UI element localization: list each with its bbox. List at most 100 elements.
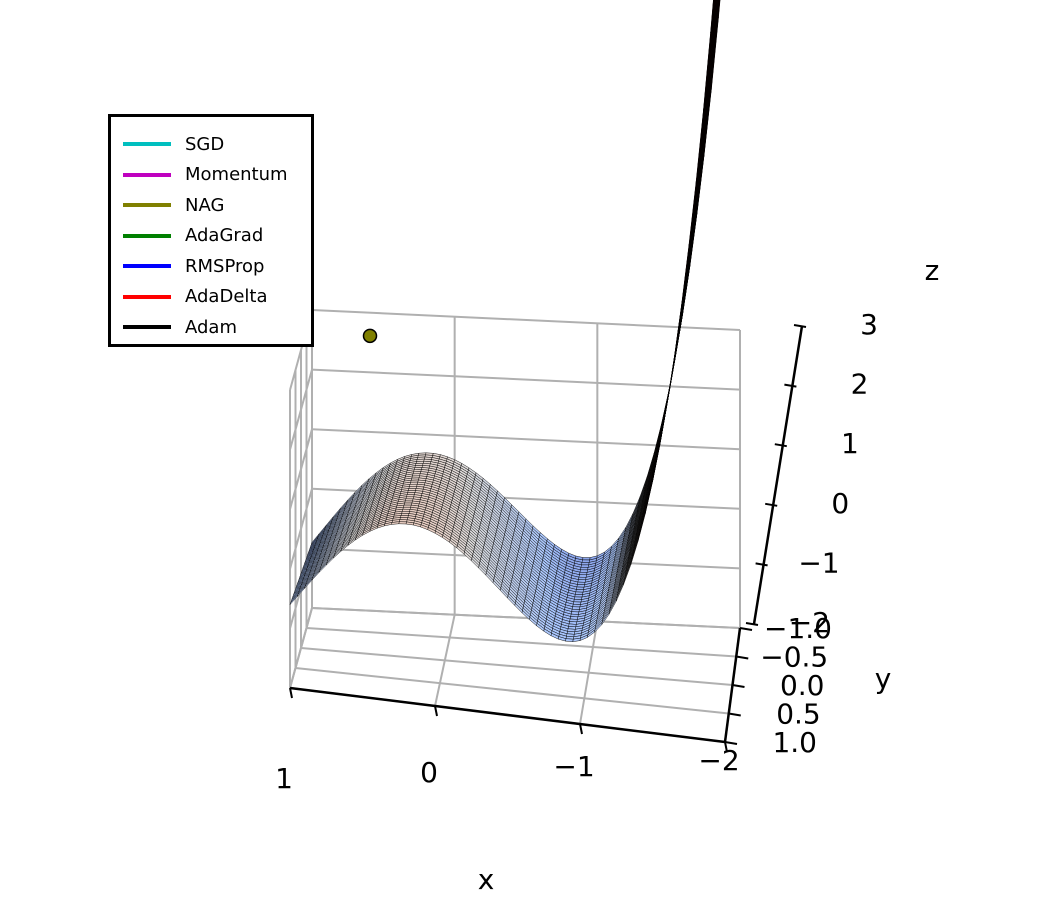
- x-tick: [289, 687, 293, 699]
- z-axis-line: [752, 325, 804, 625]
- z-axis-label: z: [925, 254, 940, 287]
- surface-facet: [403, 502, 413, 506]
- legend-item: Momentum: [123, 160, 311, 191]
- y-tick: [728, 712, 741, 717]
- tick-marks: [289, 324, 807, 753]
- surface-mesh: [289, 0, 721, 642]
- x-tick-label: 1: [275, 762, 293, 795]
- z-tick: [745, 622, 759, 626]
- grid-line: [311, 368, 741, 391]
- surface-facet: [409, 481, 419, 485]
- z-tick-label: 2: [851, 368, 869, 401]
- y-tick-label: 0.5: [776, 698, 821, 731]
- legend-item: NAG: [123, 190, 311, 221]
- legend-item: RMSProp: [123, 251, 311, 282]
- surface-facet: [400, 513, 410, 516]
- surface-facet: [565, 638, 574, 642]
- surface-facet: [580, 567, 589, 571]
- z-tick: [765, 502, 778, 507]
- grid-line: [289, 488, 313, 570]
- z-tick-label: 0: [831, 487, 849, 520]
- z-tick: [793, 324, 807, 328]
- surface-facet: [576, 584, 585, 588]
- surface-facet: [578, 574, 587, 578]
- z-tick: [784, 383, 797, 388]
- surface-facet: [409, 483, 418, 487]
- legend-swatch: [123, 325, 171, 330]
- surface-facet: [401, 511, 410, 514]
- surface-facet: [579, 571, 588, 576]
- y-tick-label: −1.0: [764, 612, 832, 645]
- surface-facet: [403, 504, 412, 508]
- x-tick-label: −1: [553, 750, 594, 783]
- grid-line: [311, 309, 741, 331]
- legend-label: AdaGrad: [185, 225, 264, 247]
- z-tick-label: −1: [798, 546, 839, 579]
- legend-label: Momentum: [185, 164, 288, 186]
- legend-swatch: [123, 294, 171, 299]
- legend: SGD Momentum NAG AdaGrad RMSProp AdaDelta Adam: [108, 114, 314, 347]
- x-axis-line: [289, 686, 726, 744]
- surface-facet: [408, 486, 417, 489]
- x-axis-label: x: [478, 863, 495, 896]
- grid-line: [295, 667, 729, 715]
- surface-facet: [398, 521, 407, 525]
- surface-facet: [582, 557, 591, 561]
- legend-swatch: [123, 233, 171, 238]
- grid-line: [289, 428, 313, 510]
- legend-item: AdaDelta: [123, 282, 311, 313]
- z-tick: [774, 443, 787, 448]
- legend-label: SGD: [185, 133, 225, 155]
- legend-item: SGD: [123, 129, 311, 160]
- legend-swatch: [123, 264, 171, 269]
- surface-facet: [405, 498, 414, 502]
- legend-item: AdaGrad: [123, 221, 311, 252]
- surface-facet: [405, 496, 414, 500]
- y-axis-label: y: [875, 662, 892, 695]
- grid-line: [306, 627, 737, 658]
- surface-facet: [576, 586, 585, 590]
- y-tick: [732, 684, 745, 688]
- surface-facet: [402, 506, 411, 510]
- legend-label: AdaDelta: [185, 286, 268, 308]
- legend-label: Adam: [185, 316, 237, 338]
- x-tick: [434, 705, 438, 717]
- grid-line: [289, 369, 313, 450]
- y-tick-label: 1.0: [772, 726, 817, 759]
- legend-swatch: [123, 172, 171, 177]
- surface-facet: [407, 488, 417, 491]
- z-tick-label: 1: [841, 427, 859, 460]
- pane-floor: [290, 608, 740, 742]
- surface-facet: [406, 494, 415, 498]
- legend-label: RMSProp: [185, 255, 265, 277]
- surface-facet: [574, 594, 583, 598]
- grid-line: [311, 607, 741, 629]
- x-tick: [579, 723, 583, 735]
- legend-item: Adam: [123, 312, 311, 343]
- surface-facet: [581, 559, 590, 563]
- legend-swatch: [123, 142, 171, 147]
- y-tick-label: 0.0: [780, 669, 825, 702]
- surface-facet: [577, 579, 586, 583]
- y-tick: [724, 741, 738, 745]
- surface-facet: [402, 508, 411, 512]
- optimizer-start-marker: [362, 328, 378, 344]
- grid-line: [289, 607, 313, 689]
- surface-facet: [581, 562, 590, 566]
- surface-facet: [404, 500, 413, 504]
- x-tick-label: 0: [420, 756, 438, 789]
- grid-line: [300, 647, 733, 686]
- surface-facet: [407, 490, 416, 493]
- surface-facet: [580, 564, 589, 568]
- y-tick-label: −0.5: [760, 641, 828, 674]
- surface-facet: [410, 479, 419, 483]
- legend-swatch: [123, 203, 171, 208]
- grid-line: [311, 428, 741, 451]
- surface-facet: [575, 591, 584, 595]
- x-tick: [724, 741, 728, 753]
- y-tick: [736, 655, 749, 660]
- z-tick-label: 3: [860, 308, 878, 341]
- z-tick: [755, 562, 768, 567]
